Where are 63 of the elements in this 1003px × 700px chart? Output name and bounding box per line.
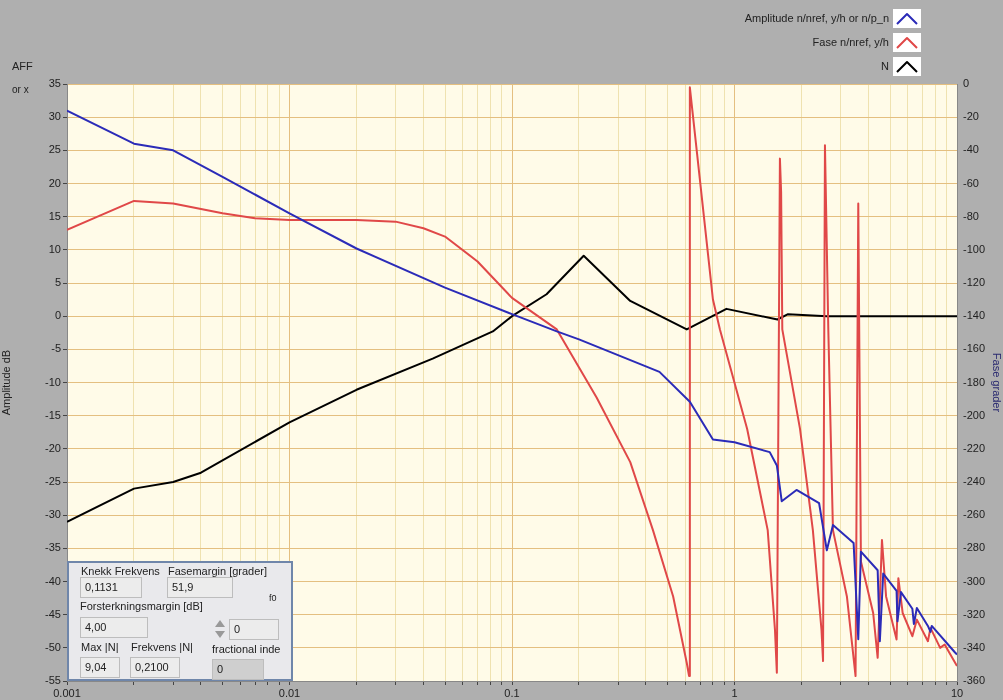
y2-tick-label: -180: [963, 375, 986, 388]
y-tick-label: -35: [45, 541, 61, 554]
y2-tick-label: -280: [963, 541, 986, 554]
text-field: 4,00: [80, 617, 148, 638]
y-tick-label: -55: [45, 674, 61, 687]
y-tick-label: 30: [48, 110, 61, 123]
x-tick-label: 0.1: [504, 686, 520, 699]
y-tick-label: -20: [45, 441, 61, 454]
y-tick-label: 25: [48, 143, 61, 156]
y2-tick-label: -160: [963, 342, 986, 355]
text: AFF or x: [12, 59, 33, 97]
y2-tick-label: -140: [963, 309, 986, 322]
y-tick-label: -30: [45, 508, 61, 521]
annotation: Forsterkningsmargin [dB]: [80, 600, 203, 612]
y-tick-label: -15: [45, 408, 61, 421]
y2-tick-label: -200: [963, 408, 986, 421]
legend-label: Fase n/nref, y/h: [812, 36, 889, 48]
y-tick-label: 15: [48, 209, 61, 222]
annotation: Knekk Frekvens: [81, 565, 160, 577]
x-tick-label: 0.001: [53, 686, 81, 699]
y2-tick-label: -220: [963, 441, 986, 454]
y-tick-label: -45: [45, 607, 61, 620]
y-tick-label: -25: [45, 475, 61, 488]
text-field: 0,2100: [130, 657, 180, 678]
y2-tick-label: -300: [963, 574, 986, 587]
text-field: 9,04: [80, 657, 120, 678]
y2-tick-label: -260: [963, 508, 986, 521]
y-axis-title: Amplitude dB: [0, 349, 12, 416]
annotation: Max |N|: [81, 641, 119, 653]
y-tick-label: 35: [48, 77, 61, 90]
y2-tick-label: -80: [963, 209, 979, 222]
x-tick-label: 1: [731, 686, 738, 699]
y-tick-label: -10: [45, 375, 61, 388]
y-tick-label: -40: [45, 574, 61, 587]
y2-tick-label: -60: [963, 176, 979, 189]
y-tick-label: 0: [54, 309, 61, 322]
y2-tick-label: -20: [963, 110, 979, 123]
y2-tick-label: -340: [963, 640, 986, 653]
y2-tick-label: -100: [963, 242, 986, 255]
y-tick-label: -5: [51, 342, 61, 355]
y2-axis-title: Fase grader: [991, 352, 1003, 413]
text-field: 0: [212, 659, 264, 680]
y2-tick-label: -360: [963, 674, 986, 687]
legend-label: Amplitude n/nref, y/h or n/p_n: [744, 12, 889, 24]
y2-tick-label: -320: [963, 607, 986, 620]
y-tick-label: 20: [48, 176, 61, 189]
y-tick-label: -50: [45, 640, 61, 653]
annotation: f0: [269, 593, 277, 603]
y-tick-label: 5: [54, 276, 61, 289]
annotation: fractional inde: [212, 643, 281, 655]
x-tick-label: 10: [950, 686, 964, 699]
annotation: Frekvens |N|: [131, 641, 193, 653]
text-field: 0: [229, 619, 279, 640]
y-tick-label: 10: [48, 242, 61, 255]
y2-tick-label: -40: [963, 143, 979, 156]
x-tick-label: 0.01: [278, 686, 301, 699]
y2-tick-label: -120: [963, 276, 986, 289]
y2-tick-label: 0: [963, 77, 970, 90]
y2-tick-label: -240: [963, 475, 986, 488]
legend-label: N: [881, 60, 889, 72]
annotation: Fasemargin [grader]: [168, 565, 268, 577]
text-field: 51,9: [167, 577, 233, 598]
text-field: 0,1131: [80, 577, 142, 598]
